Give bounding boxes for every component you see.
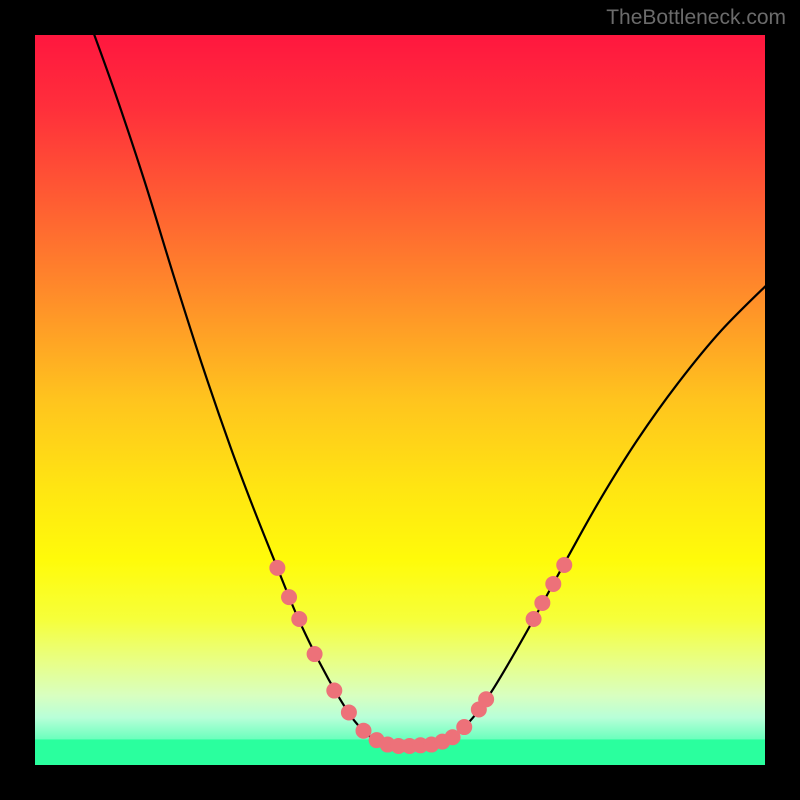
v-curve — [89, 35, 765, 746]
data-marker — [478, 691, 494, 707]
data-marker — [281, 589, 297, 605]
data-marker — [307, 646, 323, 662]
watermark-text: TheBottleneck.com — [606, 6, 786, 30]
curve-layer — [35, 35, 765, 765]
data-marker — [534, 595, 550, 611]
plot-area — [35, 35, 765, 765]
data-marker — [556, 557, 572, 573]
data-marker — [326, 683, 342, 699]
data-markers — [269, 557, 572, 754]
data-marker — [291, 611, 307, 627]
data-marker — [545, 576, 561, 592]
data-marker — [526, 611, 542, 627]
data-marker — [456, 719, 472, 735]
data-marker — [356, 723, 372, 739]
data-marker — [269, 560, 285, 576]
data-marker — [341, 704, 357, 720]
